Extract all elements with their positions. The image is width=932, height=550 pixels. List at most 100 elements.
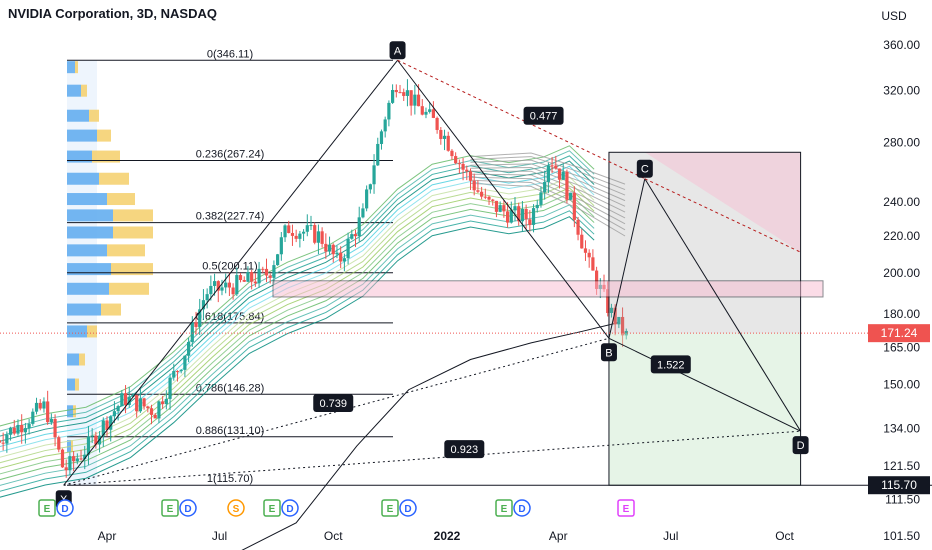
candle-body xyxy=(250,272,254,282)
candle-body xyxy=(105,420,109,430)
resistance-band xyxy=(272,280,824,298)
fib-label: 1(115.70) xyxy=(207,473,253,485)
ratio-box xyxy=(313,394,354,413)
event-marker xyxy=(281,499,299,517)
candle-body xyxy=(68,456,72,471)
candle-body xyxy=(531,208,536,225)
volume-bar-blue xyxy=(67,440,71,453)
candle-body xyxy=(339,252,343,262)
candle-body xyxy=(350,234,354,239)
ema-line xyxy=(0,210,595,492)
y-tick-label: 111.50 xyxy=(885,493,920,507)
candle-body xyxy=(528,219,532,225)
volume-bar-yellow xyxy=(113,226,153,239)
ema-fan-line xyxy=(470,152,626,185)
candle-body xyxy=(424,111,428,115)
candle-body xyxy=(246,272,250,282)
candle-body xyxy=(290,233,295,236)
candle-body xyxy=(557,168,562,180)
event-label: E xyxy=(501,504,508,515)
candle-body xyxy=(272,265,276,278)
candle-body xyxy=(554,165,558,169)
candle-body xyxy=(86,436,91,455)
candle-body xyxy=(376,143,380,166)
currency-label: USD xyxy=(881,9,907,23)
marker-price-badge xyxy=(868,476,930,495)
volume-bar-yellow xyxy=(87,325,97,338)
ema-fan-line xyxy=(470,166,626,207)
candle-body xyxy=(164,398,168,405)
fib-label: 0.382(227.74) xyxy=(196,211,265,223)
candle-body xyxy=(413,94,417,106)
ema-fan-line xyxy=(470,176,626,225)
volume-bar-blue xyxy=(67,226,113,239)
candle-body xyxy=(42,401,46,409)
candle-body xyxy=(46,401,50,423)
volume-bar-yellow xyxy=(107,193,135,206)
event-label: D xyxy=(404,504,411,515)
candle-body xyxy=(276,254,280,266)
y-tick-label: 134.00 xyxy=(883,421,920,435)
ratio-label: 0.477 xyxy=(530,111,558,123)
candle-body xyxy=(313,225,317,243)
candle-body xyxy=(520,208,525,222)
current-price-badge xyxy=(868,324,930,343)
point-C-label: C xyxy=(641,164,649,176)
volume-bar-yellow xyxy=(92,150,120,163)
candle-body xyxy=(120,393,124,407)
fib-retracement: 0(346.11) 0.236(267.24) 0.382(227.74) 0.5(2… xyxy=(67,48,932,486)
current-price-text: 171.24 xyxy=(881,326,918,340)
candle-body xyxy=(38,402,42,409)
candle-body xyxy=(224,282,228,288)
event-marker xyxy=(617,499,635,517)
event-label: D xyxy=(61,504,68,515)
candle-body xyxy=(450,150,454,157)
candle-body xyxy=(498,205,502,212)
point-D-label: D xyxy=(797,440,805,452)
candle-body xyxy=(457,163,461,165)
x-tick-label: Oct xyxy=(324,529,343,543)
volume-bar-blue xyxy=(67,129,97,142)
ema-fan-line xyxy=(470,163,626,202)
volume-bar-yellow xyxy=(109,282,149,295)
candle-body xyxy=(1,442,5,444)
candle-body xyxy=(368,184,372,190)
range-box-outline xyxy=(608,151,802,486)
candle-body xyxy=(101,420,105,436)
event-label: D xyxy=(184,504,191,515)
marker-price-text: 115.70 xyxy=(881,478,917,492)
fib-label: 0.5(200.11) xyxy=(202,261,257,273)
volume-bar-blue xyxy=(67,172,99,185)
fib-label: 0.236(267.24) xyxy=(196,149,265,161)
ema-line xyxy=(0,204,595,486)
ema-fan-line xyxy=(470,179,626,231)
candle-body xyxy=(565,171,569,200)
ratio-box xyxy=(523,106,564,125)
candle-body xyxy=(609,307,614,314)
point-B-box xyxy=(600,343,617,362)
ema-line xyxy=(0,176,595,458)
candle-body xyxy=(220,287,224,291)
candle-body xyxy=(535,204,539,209)
chart-title: NVIDIA Corporation, 3D, NASDAQ xyxy=(8,6,217,21)
candle-body xyxy=(446,135,450,151)
ratio-label: 0.739 xyxy=(319,398,347,410)
candle-body xyxy=(138,398,142,412)
y-tick-label: 165.00 xyxy=(883,341,920,355)
pattern-line xyxy=(63,337,610,486)
candle-body xyxy=(517,206,521,222)
event-label: D xyxy=(286,504,293,515)
candle-body xyxy=(465,169,469,172)
x-tick-label: Jul xyxy=(663,529,678,543)
volume-bar-blue xyxy=(67,263,111,276)
candle-body xyxy=(580,234,584,249)
candle-body xyxy=(34,402,39,412)
candle-body xyxy=(405,90,410,96)
candle-body xyxy=(342,258,346,262)
pattern-line xyxy=(397,59,610,339)
candle-body xyxy=(305,225,309,232)
candle-body xyxy=(123,393,128,405)
volume-bar-yellow xyxy=(113,209,153,222)
volume-bar-yellow xyxy=(75,61,78,74)
